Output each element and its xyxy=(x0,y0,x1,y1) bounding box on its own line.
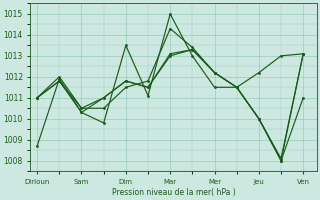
X-axis label: Pression niveau de la mer( hPa ): Pression niveau de la mer( hPa ) xyxy=(112,188,236,197)
